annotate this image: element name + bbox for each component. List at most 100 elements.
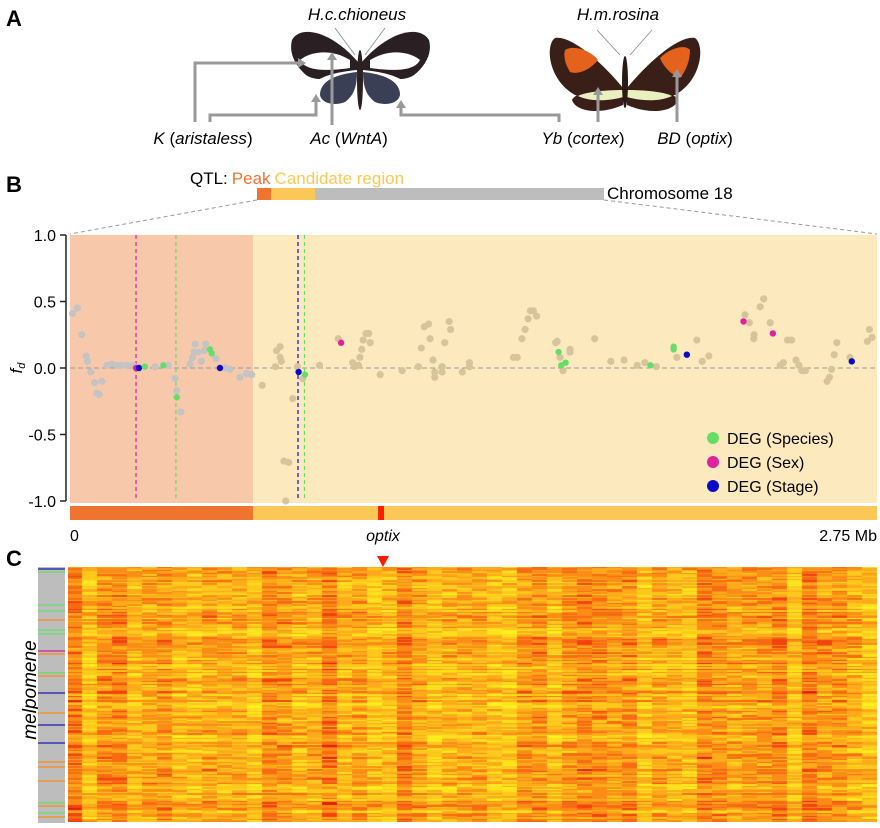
snp-window-point [431, 373, 439, 381]
legend-label-sex: DEG (Sex) [727, 455, 804, 472]
panel-label-c: C [6, 546, 22, 571]
deg-point-stage [683, 351, 691, 358]
deg-point-stage [848, 358, 855, 365]
snp-window-point [693, 336, 701, 344]
snp-window-point [559, 367, 567, 375]
snp-window-point [78, 331, 86, 339]
snp-window-point [272, 347, 281, 355]
snp-window-point [212, 355, 220, 363]
snp-window-point [760, 295, 768, 303]
annotation-background [38, 567, 65, 823]
snp-window-point [641, 359, 649, 367]
snp-window-point [69, 309, 77, 318]
snp-window-point [73, 304, 81, 312]
y-tick-label: 1.0 [34, 228, 56, 245]
deg-point-species [562, 359, 569, 366]
x-start-label: 0 [70, 528, 79, 545]
snp-window-point [285, 458, 293, 467]
deg-point-species [173, 394, 181, 401]
expression-heatmap [68, 567, 877, 822]
snp-window-point [863, 337, 871, 345]
butterfly-rosina-image [549, 29, 701, 112]
snp-window-point [429, 356, 437, 364]
chromosome-peak-segment [257, 188, 271, 200]
species-label-chioneus: H.c.chioneus [308, 5, 407, 24]
snp-window-point [745, 319, 753, 327]
snp-window-point [633, 361, 641, 369]
snp-window-point [779, 359, 787, 367]
snp-window-point [201, 340, 210, 348]
butterfly-chioneus-image [291, 27, 430, 112]
chromosome-bar [315, 188, 604, 200]
arrow-k-forewing [193, 61, 300, 122]
snp-window-point [91, 379, 99, 387]
locus-labels: K (aristaless) Ac (WntA) Yb (cortex) BD … [153, 129, 732, 148]
qtl-candidate-label: Candidate region [275, 169, 404, 188]
snp-window-point [315, 361, 324, 369]
snp-window-point [98, 377, 106, 385]
snp-window-point [417, 344, 425, 352]
snp-window-point [123, 361, 131, 369]
snp-window-point [366, 339, 374, 347]
snp-window-point [431, 368, 439, 376]
snp-window-point [518, 335, 526, 343]
snp-window-point [277, 357, 285, 365]
snp-window-point [414, 363, 422, 371]
snp-window-point [823, 377, 831, 385]
snp-window-point [620, 356, 628, 364]
arrow-k-hindwing [208, 100, 318, 122]
locus-label-k: K (aristaless) [153, 129, 252, 148]
snp-window-point [425, 320, 433, 328]
snp-window-point [513, 353, 521, 361]
deg-point-stage [295, 368, 302, 376]
snp-window-point [358, 345, 366, 353]
species-label-rosina: H.m.rosina [577, 5, 659, 24]
deg-point-species [555, 348, 562, 356]
locus-label-yb: Yb (cortex) [541, 129, 624, 148]
snp-window-point [113, 361, 121, 369]
snp-window-point [151, 363, 159, 371]
arrowheads [298, 52, 682, 108]
snp-window-point [191, 340, 199, 348]
snp-window-point [95, 391, 103, 399]
heatmap-row-label: melpomene [20, 640, 41, 739]
snp-window-point [271, 363, 280, 371]
locus-arrows [193, 58, 679, 125]
snp-window-point [698, 357, 706, 365]
legend-marker-species [707, 432, 719, 444]
snp-window-point [282, 497, 290, 505]
snp-window-point [591, 335, 599, 343]
optix-position-bar [378, 506, 384, 520]
snp-window-point [441, 339, 449, 347]
chromosome-label: Chromosome 18 [607, 184, 733, 203]
snp-window-point [87, 368, 95, 376]
arrow-yb-chioneus [399, 106, 561, 122]
snp-window-point [556, 353, 564, 361]
snp-window-point [458, 368, 466, 376]
locus-label-bd: BD (optix) [657, 129, 733, 148]
snp-window-point [356, 353, 364, 361]
snp-window-point [365, 329, 373, 338]
snp-window-point [830, 351, 838, 359]
deg-point-sex [337, 339, 345, 346]
legend-label-species: DEG (Species) [727, 431, 834, 448]
optix-marker-triangle [377, 556, 389, 567]
snp-window-point [438, 363, 446, 371]
chromosome-candidate-segment [271, 188, 315, 200]
deg-point-species [670, 346, 677, 353]
snp-window-point [788, 336, 796, 344]
snp-window-point [236, 373, 244, 381]
snp-window-point [197, 357, 205, 365]
y-tick-label: 0.0 [34, 361, 56, 378]
y-tick-label: 0.5 [34, 295, 56, 312]
snp-window-point [801, 367, 809, 375]
snp-window-point [289, 394, 297, 403]
snp-window-point [553, 337, 561, 345]
snp-window-point [84, 357, 92, 365]
deg-point-species [647, 362, 654, 369]
optix-label: optix [366, 528, 401, 545]
qtl-legend: QTL: Peak Candidate region [190, 169, 404, 188]
snp-window-point [258, 381, 266, 389]
snp-window-point [465, 363, 473, 371]
